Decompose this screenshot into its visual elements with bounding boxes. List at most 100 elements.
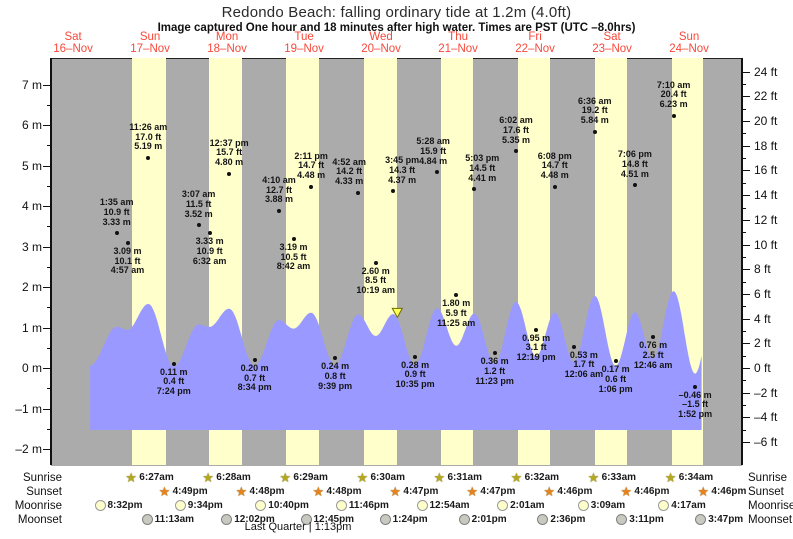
tide-label-line: 1.7 ft: [573, 359, 595, 370]
right-axis-tick-label: 16 ft: [754, 163, 778, 178]
right-axis-minor-tick: [742, 306, 746, 308]
day-date: 17–Nov: [130, 43, 170, 55]
right-axis-tick: [742, 96, 750, 98]
left-axis-tick-label: 0 m: [21, 361, 42, 375]
left-axis-minor-tick: [47, 307, 51, 309]
tide-label-line: –0.46 m: [678, 389, 712, 400]
left-axis-line: [50, 58, 52, 465]
left-axis-minor-tick: [47, 428, 51, 430]
left-axis-minor-tick: [47, 347, 51, 349]
moonset-circle: [458, 514, 470, 525]
current-time-marker: [391, 307, 404, 319]
tide-label-line: 5.9 ft: [445, 307, 467, 318]
day-label: Fri 22–Nov: [503, 31, 567, 55]
day-label: Sun 24–Nov: [657, 31, 721, 55]
astro-time-label: 6:33am: [601, 472, 637, 483]
tide-point-dot: [373, 260, 378, 265]
moonrise-circle: [335, 500, 347, 511]
tide-point-dot: [454, 293, 459, 298]
tide-point-dot: [552, 184, 557, 189]
right-axis-tick: [742, 195, 750, 197]
page-subtitle: Image captured One hour and 18 minutes a…: [157, 22, 636, 34]
astro-time-label: 6:27am: [139, 472, 174, 483]
tide-label-line: 7:10 am: [656, 79, 691, 90]
right-axis-tick-label: 10 ft: [754, 237, 778, 252]
tide-point-label: 6:08 pm 14.7 ft 4.48 m: [523, 151, 587, 181]
moonrise-circle: [255, 500, 267, 511]
astro-time-label: 4:48pm: [249, 486, 285, 497]
tide-point-label: 4:10 am 12.7 ft 3.88 m: [247, 175, 311, 205]
tide-label-line: –1.5 ft: [682, 399, 709, 410]
tide-label-line: 4:52 am: [332, 156, 366, 167]
tide-label-line: 4.37 m: [388, 174, 417, 185]
sunrise-star: ★: [664, 470, 677, 485]
right-axis-minor-tick: [742, 405, 746, 407]
tide-label-line: 3.1 ft: [525, 342, 547, 353]
tide-point-dot: [125, 240, 130, 245]
tide-label-line: 10.1 ft: [114, 255, 141, 266]
tide-label-line: 15.9 ft: [420, 145, 447, 156]
moonrise-circle: [497, 500, 509, 511]
left-axis-tick-label: 7 m: [21, 77, 42, 92]
astro-time-label: 6:28am: [216, 472, 251, 483]
tide-label-line: 0.17 m: [601, 364, 630, 375]
right-axis-tick: [742, 392, 750, 394]
astro-time-label: 1:24pm: [392, 514, 428, 525]
tide-point-label: 0.76 m 2.5 ft 12:46 am: [621, 340, 685, 370]
sunrise-star: ★: [433, 470, 446, 485]
tide-label-line: 1:06 pm: [598, 383, 633, 394]
tide-point-label: 2.60 m 8.5 ft 10:19 am: [344, 265, 408, 296]
right-axis-tick-label: 0 ft: [754, 361, 771, 375]
day-date: 16–Nov: [53, 43, 93, 55]
tide-label-line: 14.3 ft: [389, 164, 416, 175]
tide-label-line: 0.4 ft: [163, 376, 185, 387]
day-label: Wed 20–Nov: [349, 31, 413, 55]
right-axis-minor-tick: [742, 429, 746, 431]
left-axis-tick: [43, 246, 51, 248]
tide-label-line: 1.80 m: [442, 298, 471, 309]
right-axis-minor-tick: [742, 281, 746, 283]
day-label: Sun 17–Nov: [118, 31, 182, 55]
right-axis-tick-label: 18 ft: [754, 138, 778, 153]
tide-label-line: 8:42 am: [276, 261, 311, 272]
astro-time-label: 4:48pm: [326, 486, 362, 497]
tide-point-dot: [252, 357, 257, 362]
tide-label-line: 3:07 am: [181, 189, 216, 200]
tide-point-dot: [146, 155, 151, 160]
tide-label-line: 19.2 ft: [581, 105, 608, 116]
right-axis-minor-tick: [742, 133, 746, 135]
tide-point-label: 3.19 m 10.5 ft 8:42 am: [262, 241, 326, 272]
tide-label-line: 4.80 m: [215, 157, 244, 168]
moonrise-circle: [94, 500, 106, 511]
sunset-star: ★: [312, 484, 325, 499]
left-axis-tick-label: 4 m: [21, 199, 42, 213]
tide-label-line: 6:02 am: [499, 115, 533, 126]
tide-label-line: 2.5 ft: [642, 349, 664, 360]
sunset-star: ★: [466, 484, 479, 499]
tide-label-line: 12.7 ft: [265, 184, 292, 195]
tide-label-line: 0.20 m: [240, 362, 269, 373]
astro-time-label: 8:32pm: [107, 500, 143, 511]
right-axis-minor-tick: [742, 380, 746, 382]
tide-label-line: 2:11 pm: [294, 150, 328, 161]
tide-label-line: 2.60 m: [361, 265, 390, 276]
tide-point-dot: [693, 384, 698, 389]
tide-label-line: 17.6 ft: [502, 125, 529, 136]
sunrise-star: ★: [125, 470, 137, 485]
right-axis-tick-label: –2 ft: [754, 385, 778, 400]
tide-point-dot: [291, 236, 296, 241]
right-axis-tick-label: 14 ft: [754, 188, 778, 203]
astro-time-label: 4:17am: [671, 500, 706, 511]
tide-label-line: 4.33 m: [335, 176, 364, 187]
astro-time-label: 3:11pm: [629, 514, 664, 525]
tide-point-label: 3:45 pm 14.3 ft 4.37 m: [370, 155, 434, 185]
tide-label-line: 8:34 pm: [237, 382, 272, 393]
tide-label-line: 3.19 m: [279, 241, 308, 252]
tide-point-dot: [671, 113, 676, 118]
day-date: 20–Nov: [361, 43, 401, 55]
right-axis-tick: [742, 293, 750, 295]
right-axis-tick-label: 2 ft: [754, 336, 771, 351]
tide-point-label: 5:03 pm 14.5 ft 4.41 m: [450, 153, 514, 183]
moonset-circle: [537, 514, 549, 525]
astro-row-label-right: Moonset: [748, 514, 793, 526]
